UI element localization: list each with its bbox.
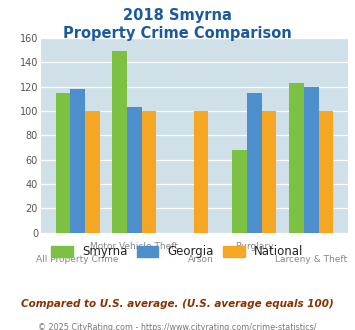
Bar [85, 111, 99, 233]
Bar [55, 93, 70, 233]
Bar [247, 93, 262, 233]
Bar [194, 111, 208, 233]
Text: Arson: Arson [188, 254, 214, 264]
Text: © 2025 CityRating.com - https://www.cityrating.com/crime-statistics/: © 2025 CityRating.com - https://www.city… [38, 323, 317, 330]
Text: Larceny & Theft: Larceny & Theft [275, 254, 347, 264]
Text: Compared to U.S. average. (U.S. average equals 100): Compared to U.S. average. (U.S. average … [21, 299, 334, 309]
Bar [318, 111, 333, 233]
Bar [70, 89, 85, 233]
Bar [142, 111, 156, 233]
Bar [304, 86, 318, 233]
Text: Motor Vehicle Theft: Motor Vehicle Theft [90, 242, 178, 251]
Text: 2018 Smyrna: 2018 Smyrna [123, 8, 232, 23]
Bar [262, 111, 277, 233]
Bar [127, 107, 142, 233]
Bar [233, 150, 247, 233]
Bar [289, 83, 304, 233]
Legend: Smyrna, Georgia, National: Smyrna, Georgia, National [47, 241, 308, 263]
Bar [112, 51, 127, 233]
Text: Property Crime Comparison: Property Crime Comparison [63, 26, 292, 41]
Text: Burglary: Burglary [235, 242, 274, 251]
Text: All Property Crime: All Property Crime [36, 254, 119, 264]
